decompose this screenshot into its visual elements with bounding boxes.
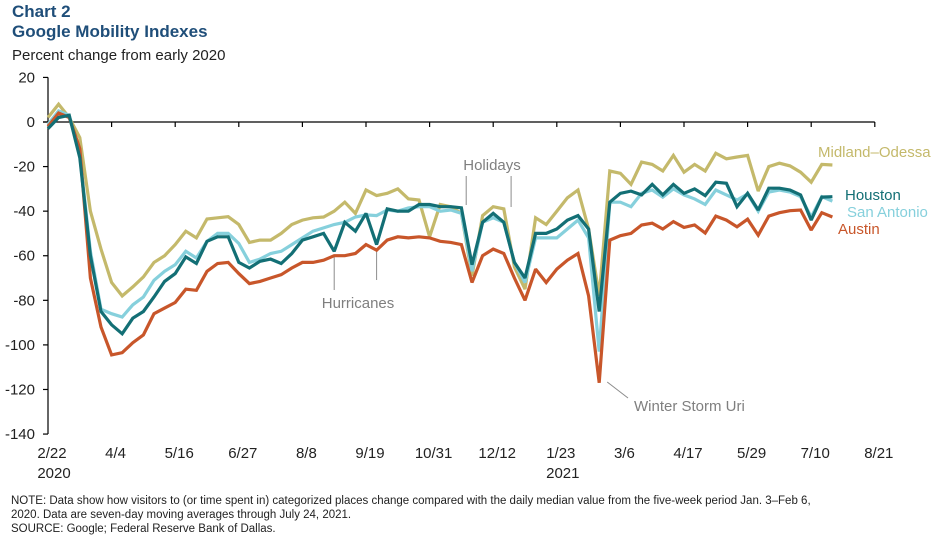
footnotes: NOTE: Data show how visitors to (or time… <box>11 494 811 536</box>
note-line-2: 2020. Data are seven-day moving averages… <box>11 509 352 521</box>
y-tick-label: -40 <box>13 203 35 220</box>
chart-number: Chart 2 <box>12 2 71 21</box>
x-tick-label: 12/12 <box>478 445 516 462</box>
legend-label-san-antonio: San Antonio <box>847 204 928 221</box>
annotation-holidays: Holidays <box>463 157 521 174</box>
x-tick-label: 3/6 <box>614 445 635 462</box>
series-line-houston <box>46 113 833 337</box>
annotation-hurricanes: Hurricanes <box>322 295 395 312</box>
x-year-label: 2020 <box>37 465 70 482</box>
legend-label-austin: Austin <box>838 221 880 238</box>
x-tick-label: 1/23 <box>546 445 575 462</box>
y-tick-label: -140 <box>5 426 35 443</box>
y-tick-label: -120 <box>5 381 35 398</box>
x-tick-label: 8/8 <box>296 445 317 462</box>
x-tick-label: 5/29 <box>737 445 766 462</box>
series-lines <box>46 101 834 383</box>
source-line: SOURCE: Google; Federal Reserve Bank of … <box>11 523 276 535</box>
y-tick-label: -60 <box>13 248 35 265</box>
series-line-midland-odessa <box>46 101 833 299</box>
annotation-leader-line <box>606 381 629 399</box>
x-tick-label: 6/27 <box>228 445 257 462</box>
annotations: Hurricanes Holidays Winter Storm Uri <box>322 157 745 415</box>
x-tick-label: 10/31 <box>415 445 453 462</box>
y-tick-label: 0 <box>27 114 35 131</box>
y-tick-label: -100 <box>5 337 35 354</box>
x-tick-label: 4/17 <box>673 445 702 462</box>
x-tick-label: 8/21 <box>864 445 893 462</box>
y-tick-label: 20 <box>18 69 35 86</box>
x-tick-label: 5/16 <box>165 445 194 462</box>
series-line-austin <box>46 111 834 383</box>
legend-label-houston: Houston <box>845 187 901 204</box>
x-tick-label: 7/10 <box>801 445 830 462</box>
x-tick-label: 4/4 <box>105 445 126 462</box>
note-line-1: NOTE: Data show how visitors to (or time… <box>11 495 811 507</box>
y-axis-unit-label: Percent change from early 2020 <box>12 47 226 64</box>
x-year-label: 2021 <box>546 465 579 482</box>
y-tick-label: -20 <box>13 159 35 176</box>
annotation-winter-storm-uri: Winter Storm Uri <box>634 398 745 415</box>
x-tick-label: 9/19 <box>355 445 384 462</box>
legend-label-midland-odessa: Midland–Odessa <box>818 144 931 161</box>
chart-title: Google Mobility Indexes <box>12 22 208 41</box>
x-tick-label: 2/22 <box>37 445 66 462</box>
y-tick-label: -80 <box>13 292 35 309</box>
series-line-san-antonio <box>46 108 834 352</box>
